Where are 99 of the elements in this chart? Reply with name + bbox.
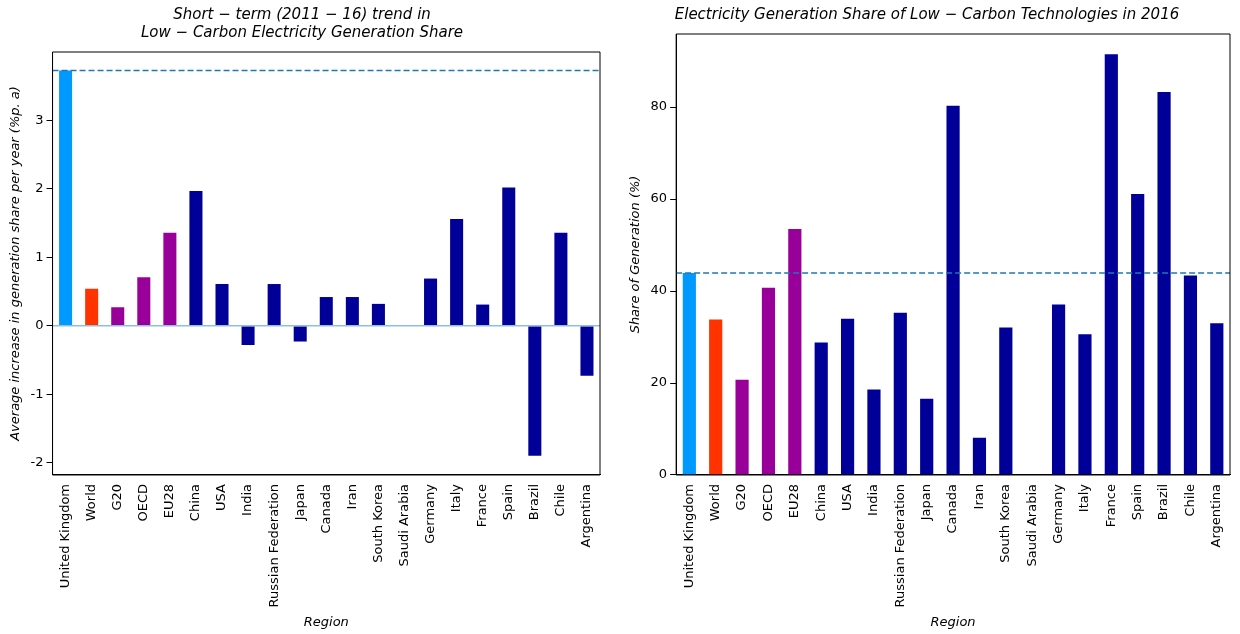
x-tick-label: Germany <box>421 483 437 544</box>
x-tick-label: Saudi Arabia <box>1023 483 1039 567</box>
bar <box>85 288 99 326</box>
x-tick-label: EU28 <box>161 483 177 519</box>
y-tick-label: -1 <box>30 385 44 401</box>
bar <box>528 326 542 456</box>
bar <box>788 228 802 475</box>
x-tick-label: Russian Federation <box>891 483 907 608</box>
x-tick-label: United Kingdom <box>56 483 72 589</box>
x-tick-label: France <box>1102 483 1118 528</box>
x-tick-label: France <box>474 483 490 528</box>
x-tick-label: World <box>707 483 723 522</box>
bar <box>241 326 255 345</box>
bar <box>189 190 203 326</box>
x-tick-label: India <box>239 483 255 516</box>
x-tick-label: USA <box>838 483 854 511</box>
bar <box>1104 54 1118 475</box>
x-tick-label: India <box>865 483 881 516</box>
bar <box>1078 334 1092 475</box>
x-tick-label: Japan <box>918 483 934 522</box>
x-tick-label: OECD <box>759 483 775 522</box>
x-tick-label: Japan <box>291 483 307 522</box>
x-tick-label: Brazil <box>1155 483 1171 521</box>
bar <box>867 389 881 475</box>
x-tick-label: World <box>83 483 99 522</box>
y-tick-label: 20 <box>650 374 668 390</box>
bar <box>345 297 359 326</box>
y-tick-label: 40 <box>650 282 668 298</box>
bar <box>580 326 594 376</box>
bar <box>735 379 749 475</box>
x-tick-label: Russian Federation <box>265 483 281 608</box>
x-tick-label: China <box>187 483 203 522</box>
chart-title: Electricity Generation Share of Low − Carbon Technologies in 2016 <box>674 4 1180 23</box>
bar <box>893 312 907 475</box>
bar <box>450 219 464 326</box>
bar <box>946 105 960 475</box>
bar <box>111 307 125 326</box>
bar <box>319 297 333 326</box>
x-tick-label: Saudi Arabia <box>395 483 411 567</box>
bar <box>59 70 73 326</box>
y-tick-label: 3 <box>35 111 44 127</box>
chart-title: Short − term (2011 − 16) trend in Low − Carbon Electricity Generation Share <box>140 4 464 41</box>
x-tick-label: Argentina <box>578 483 594 548</box>
bar <box>137 277 151 326</box>
bar <box>972 437 987 475</box>
y-tick-label: 0 <box>35 317 44 333</box>
bar <box>424 278 438 326</box>
x-tick-label: Argentina <box>1208 483 1224 548</box>
bar <box>761 287 776 475</box>
bar <box>554 232 568 326</box>
bar <box>920 398 934 475</box>
x-tick-label: Chile <box>1181 483 1197 517</box>
x-tick-label: Canada <box>317 483 333 534</box>
x-tick-label: United Kingdom <box>680 483 696 589</box>
x-tick-label: G20 <box>733 483 749 511</box>
bar <box>682 273 696 475</box>
y-axis-title: Share of Generation (%) <box>627 175 643 334</box>
x-tick-label: Chile <box>552 483 568 517</box>
x-tick-label: EU28 <box>786 483 802 519</box>
x-tick-label: USA <box>213 483 229 511</box>
y-tick-label: 80 <box>650 98 668 114</box>
x-tick-label: Germany <box>1049 483 1065 544</box>
x-tick-label: Canada <box>944 483 960 534</box>
y-tick-label: 1 <box>35 248 44 264</box>
x-tick-label: South Korea <box>369 483 385 563</box>
x-tick-label: Brazil <box>526 483 542 521</box>
bar <box>709 319 723 475</box>
bar <box>1210 323 1224 475</box>
y-tick-label: 0 <box>658 466 668 482</box>
x-tick-label: OECD <box>135 483 151 522</box>
bar <box>1051 304 1066 475</box>
x-tick-label: Italy <box>1076 483 1092 513</box>
y-tick-label: 60 <box>650 190 668 206</box>
bar <box>163 232 177 326</box>
bar <box>999 327 1013 475</box>
x-tick-label: Iran <box>343 483 359 510</box>
x-tick-label: G20 <box>109 483 125 511</box>
bar <box>814 342 828 475</box>
y-axis-title: Average increase in generation share per year (%p. a) <box>7 86 23 442</box>
x-tick-label: China <box>812 483 828 522</box>
bar <box>371 303 385 326</box>
bar <box>1131 194 1145 475</box>
bar <box>1157 91 1171 475</box>
bar <box>840 318 855 475</box>
bar <box>476 304 490 326</box>
y-tick-label: -2 <box>30 454 44 470</box>
bar <box>502 187 516 326</box>
x-axis-title: Region <box>930 613 976 629</box>
x-tick-label: South Korea <box>997 483 1013 563</box>
bar <box>1183 275 1198 475</box>
bar <box>215 284 229 326</box>
x-tick-label: Italy <box>448 483 463 513</box>
bar <box>267 284 281 326</box>
x-tick-label: Iran <box>970 483 986 510</box>
x-tick-label: Spain <box>1129 483 1145 521</box>
bar <box>293 326 307 342</box>
x-tick-label: Spain <box>500 483 516 521</box>
y-tick-label: 2 <box>35 180 44 196</box>
x-axis-title: Region <box>303 613 349 629</box>
